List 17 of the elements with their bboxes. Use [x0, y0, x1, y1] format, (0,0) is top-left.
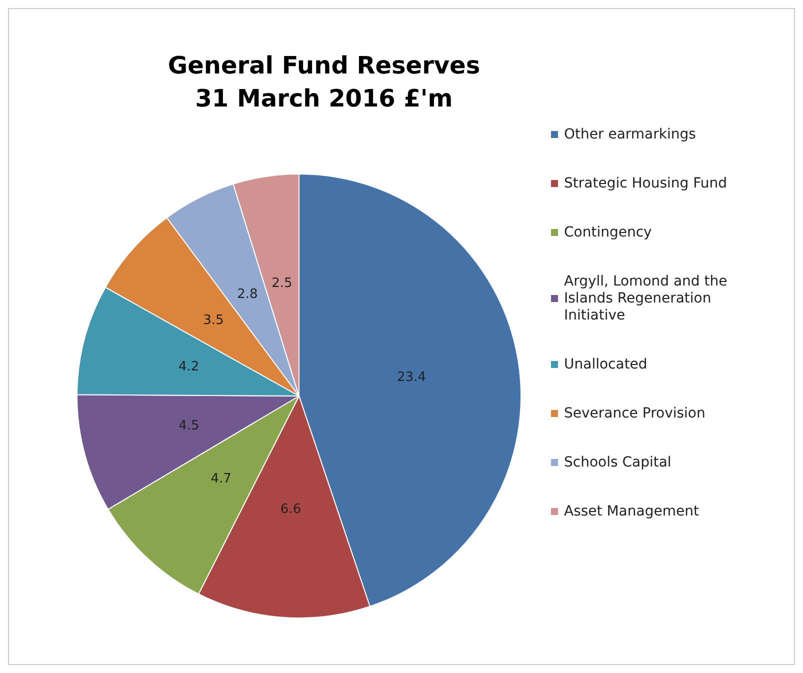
legend-label: Contingency [564, 224, 652, 240]
legend-label: Unallocated [564, 356, 648, 372]
chart-title: General Fund Reserves 31 March 2016 £'m [168, 52, 480, 112]
data-label: 4.7 [210, 472, 232, 487]
legend-label: Other earmarkings [564, 126, 696, 142]
data-label: 3.5 [203, 313, 224, 328]
data-label: 6.6 [280, 502, 302, 518]
legend-label: Asset Management [564, 504, 700, 520]
data-label: 2.5 [272, 276, 292, 291]
data-label: 23.4 [397, 370, 426, 386]
data-label: 4.5 [178, 418, 200, 434]
legend-label: Schools Capital [564, 454, 672, 470]
data-label: 4.2 [178, 359, 200, 374]
legend-label: Argyll, Lomond and the Islands Regeneration Initiative [564, 274, 732, 324]
legend-label: Severance Provision [564, 406, 706, 422]
legend-label: Strategic Housing Fund [564, 176, 728, 192]
data-label: 2.8 [237, 286, 258, 302]
